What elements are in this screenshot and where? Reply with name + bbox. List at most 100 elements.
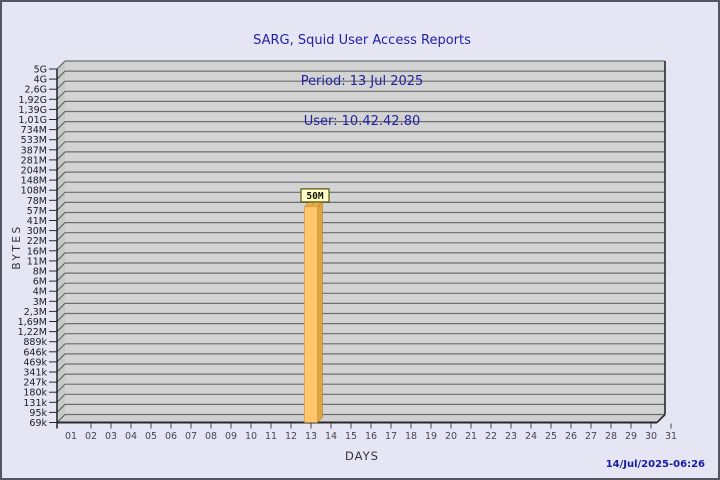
x-tick-label: 27	[585, 431, 597, 442]
wall-diagonal	[56, 323, 66, 332]
bar-value-label: 50M	[306, 191, 323, 202]
report-period: Period: 13 Jul 2025	[300, 73, 424, 89]
wall-diagonal	[56, 111, 66, 120]
wall-diagonal	[56, 414, 66, 423]
x-axis-title: DAYS	[345, 449, 379, 463]
wall-diagonal	[56, 383, 66, 393]
wall-diagonal	[56, 272, 66, 282]
x-tick-label: 23	[505, 431, 517, 442]
y-tick-label: 95k	[29, 408, 47, 419]
y-tick-label: 2,3M	[24, 307, 47, 318]
wall-diagonal	[56, 161, 66, 171]
report-title: SARG, Squid User Access Reports	[253, 33, 471, 48]
x-tick-label: 31	[665, 431, 677, 442]
x-tick-label: 12	[285, 431, 297, 442]
y-tick-label: 469k	[23, 357, 47, 368]
x-tick-label: 15	[345, 431, 357, 442]
wall-diagonal	[56, 101, 66, 110]
y-tick-label: 734M	[21, 125, 47, 136]
floor-3d	[57, 414, 665, 423]
wall-diagonal	[56, 181, 66, 191]
y-tick-label: 5G	[34, 65, 47, 76]
y-tick-label: 57M	[27, 206, 47, 217]
y-tick-label: 4G	[34, 75, 47, 86]
y-tick-label: 204M	[21, 166, 47, 177]
x-tick-label: 07	[185, 431, 197, 442]
y-tick-label: 341k	[23, 368, 47, 379]
y-tick-label: 6M	[33, 277, 47, 288]
y-tick-label: 78M	[27, 196, 47, 207]
x-tick-label: 22	[485, 431, 497, 442]
x-tick-label: 30	[645, 431, 657, 442]
x-tick-label: 18	[405, 431, 417, 442]
y-tick-label: 11M	[27, 256, 47, 267]
y-tick-label: 889k	[23, 337, 47, 348]
wall-diagonal	[56, 70, 66, 80]
x-tick-label: 26	[565, 431, 577, 442]
wall-diagonal	[56, 151, 66, 161]
generated-timestamp: 14/Jul/2025-06:26	[605, 459, 705, 470]
wall-diagonal	[56, 262, 66, 272]
usage-bar-day-13	[304, 206, 318, 423]
y-tick-label: 69k	[29, 418, 47, 429]
wall-diagonal	[56, 191, 66, 201]
wall-diagonal	[56, 121, 66, 130]
y-tick-label: 131k	[23, 398, 47, 409]
y-tick-label: 1,01G	[18, 115, 47, 126]
wall-diagonal	[56, 404, 66, 413]
wall-diagonal	[56, 171, 66, 181]
x-tick-label: 03	[105, 431, 117, 442]
y-tick-label: 1,39G	[18, 105, 47, 116]
x-tick-label: 21	[465, 431, 477, 442]
y-tick-label: 180k	[23, 388, 47, 399]
report-header: SARG, Squid User Access Reports Period: …	[2, 7, 718, 156]
y-tick-label: 4M	[33, 287, 47, 298]
x-tick-label: 16	[365, 431, 377, 442]
bar-side-face	[317, 200, 323, 424]
wall-diagonal	[56, 393, 66, 403]
x-tick-label: 11	[265, 431, 277, 442]
y-tick-label: 41M	[27, 216, 47, 227]
x-tick-label: 08	[205, 431, 217, 442]
x-tick-label: 05	[145, 431, 157, 442]
x-tick-label: 06	[165, 431, 177, 442]
y-tick-label: 1,22M	[18, 327, 47, 338]
wall-diagonal	[56, 282, 66, 292]
wall-diagonal	[56, 80, 66, 90]
x-tick-label: 13	[305, 431, 317, 442]
report-user: User: 10.42.42.80	[303, 114, 421, 129]
y-tick-label: 22M	[27, 236, 47, 247]
y-tick-label: 1,92G	[18, 95, 47, 106]
wall-diagonal	[56, 292, 66, 302]
y-tick-label: 533M	[21, 135, 47, 146]
y-tick-label: 247k	[23, 378, 47, 389]
y-tick-label: 108M	[21, 186, 47, 197]
y-tick-label: 16M	[27, 246, 47, 257]
wall-diagonal	[56, 353, 66, 363]
wall-diagonal	[56, 212, 66, 221]
x-tick-label: 10	[245, 431, 257, 442]
wall-diagonal	[56, 333, 66, 343]
x-tick-label: 25	[545, 431, 557, 442]
wall-diagonal	[56, 252, 66, 262]
y-tick-label: 387M	[21, 145, 47, 156]
plot-area	[65, 61, 665, 415]
wall-diagonal	[56, 222, 66, 231]
left-wall-3d	[57, 61, 65, 423]
wall-diagonal	[56, 242, 66, 252]
y-tick-label: 1,69M	[18, 317, 47, 328]
wall-diagonal	[56, 313, 66, 322]
x-tick-label: 09	[225, 431, 237, 442]
x-tick-label: 17	[385, 431, 397, 442]
x-tick-label: 01	[65, 431, 77, 442]
y-axis-title: BYTES	[11, 224, 23, 270]
x-tick-label: 02	[85, 431, 97, 442]
wall-diagonal	[56, 60, 66, 70]
bar-value-box	[300, 188, 330, 203]
wall-diagonal	[56, 303, 66, 312]
x-tick-label: 14	[325, 431, 337, 442]
wall-diagonal	[56, 131, 66, 141]
y-tick-label: 2,6G	[25, 85, 47, 96]
wall-diagonal	[56, 232, 66, 242]
